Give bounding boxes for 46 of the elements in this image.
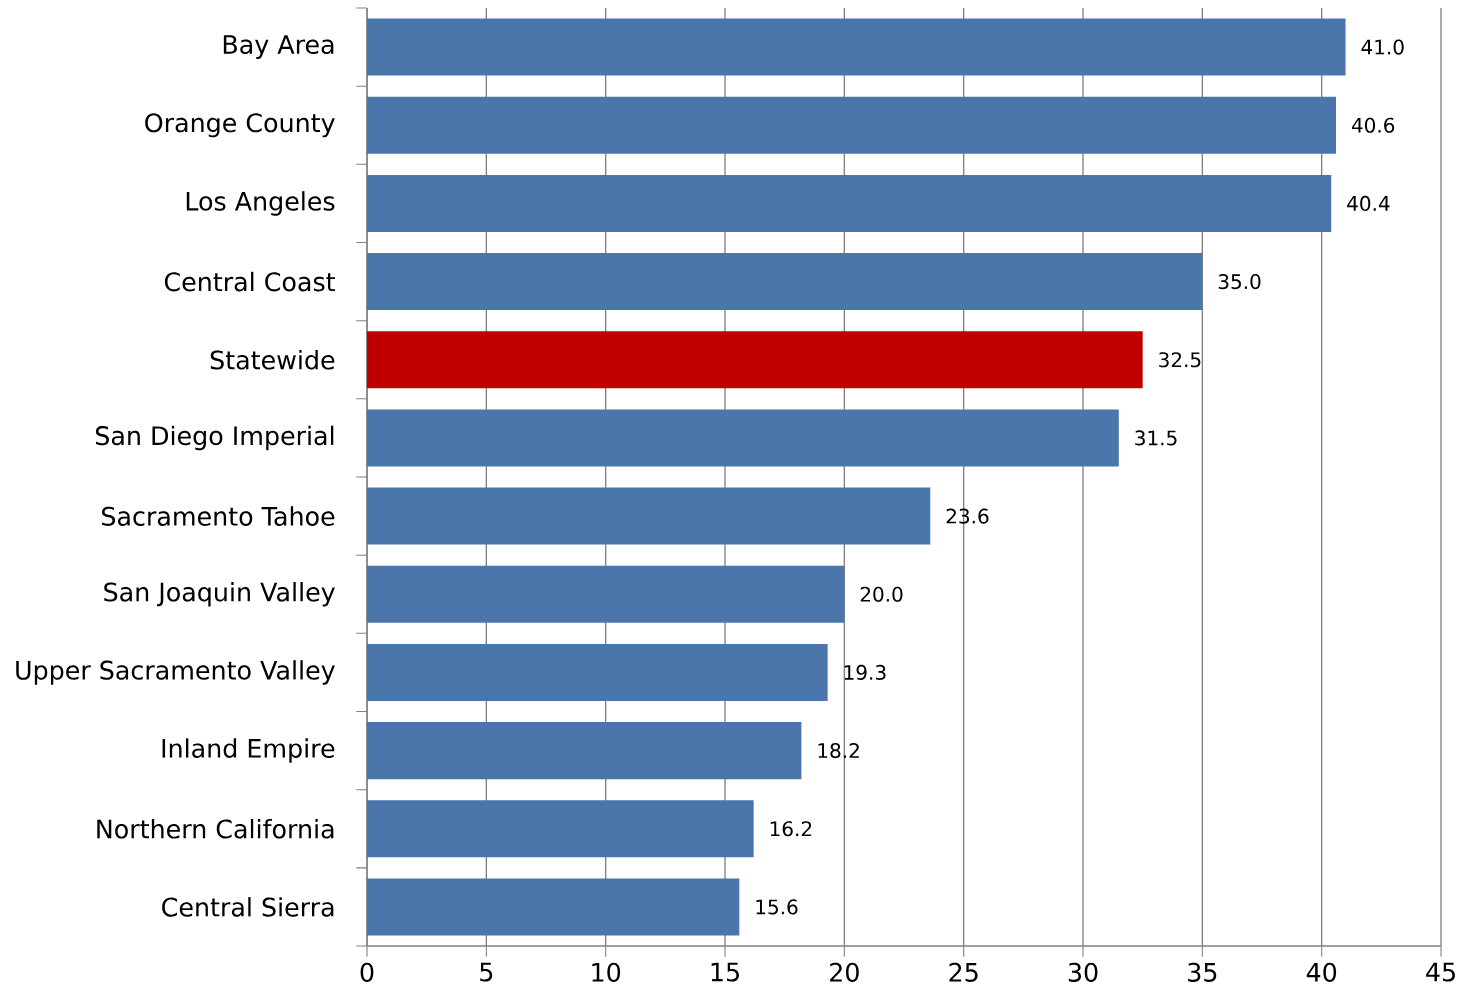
y-tick-label: Sacramento Tahoe	[102, 506, 335, 526]
y-tick-label: Orange County	[145, 113, 335, 138]
y-tick-label: Upper Sacramento Valley	[16, 660, 335, 685]
y-tick-label: Bay Area	[223, 35, 334, 59]
y-tick-label: Northern California	[97, 818, 334, 839]
data-label: 35.0	[1218, 274, 1261, 290]
y-tick-label: San Joaquin Valley	[104, 582, 335, 607]
data-label: 18.2	[818, 743, 859, 759]
x-tick-label: 25	[949, 962, 978, 982]
data-label: 15.6	[756, 899, 798, 915]
y-tick-label: Central Sierra	[162, 897, 334, 917]
x-tick-label: 10	[592, 962, 621, 982]
x-tick-label: 45	[1426, 962, 1455, 982]
data-label: 31.5	[1135, 430, 1177, 446]
bar	[367, 722, 802, 780]
bar	[367, 18, 1346, 76]
x-tick-label: 35	[1188, 962, 1217, 982]
data-label: 41.0	[1361, 39, 1404, 55]
data-label: 20.0	[860, 586, 903, 602]
data-label: 16.2	[770, 821, 812, 837]
bar	[367, 487, 931, 545]
data-label: 32.5	[1159, 352, 1201, 368]
x-tick-label: 30	[1068, 962, 1098, 982]
bar	[367, 253, 1203, 311]
x-tick-label: 40	[1306, 962, 1337, 982]
y-tick-label: San Diego Imperial	[95, 425, 334, 451]
bar	[367, 565, 845, 623]
bar	[367, 174, 1332, 232]
bar	[367, 643, 828, 701]
bar	[367, 96, 1336, 154]
bar	[367, 800, 754, 858]
x-tick-label: 5	[480, 962, 493, 982]
data-label: 23.6	[946, 508, 989, 524]
bar	[367, 331, 1143, 389]
y-tick-label: Inland Empire	[162, 738, 335, 763]
y-tick-label: Los Angeles	[186, 191, 335, 216]
x-tick-label: 15	[711, 962, 739, 982]
x-tick-label: 20	[830, 962, 859, 982]
data-label: 19.3	[844, 664, 886, 680]
bar	[367, 878, 740, 936]
x-tick-label: 0	[360, 962, 374, 982]
data-label: 40.4	[1347, 195, 1390, 211]
bar	[367, 409, 1119, 467]
y-tick-label: Central Coast	[164, 271, 335, 292]
y-tick-label: Statewide	[210, 349, 335, 370]
data-label: 40.6	[1351, 117, 1395, 133]
